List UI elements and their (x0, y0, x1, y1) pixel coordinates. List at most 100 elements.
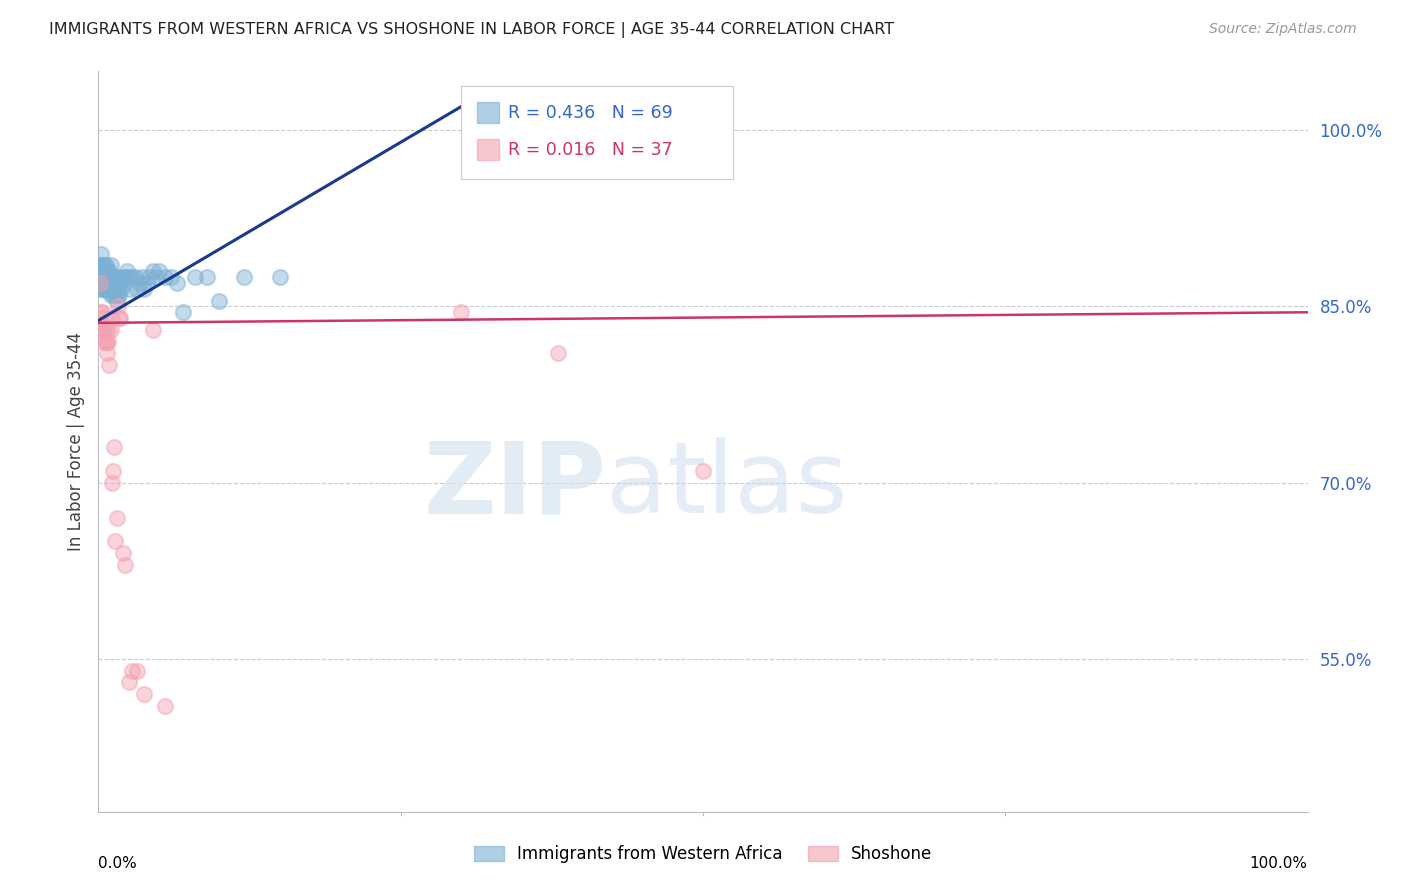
Point (107, 299, 129, 313)
Point (118, 282, 141, 296)
Point (112, 276, 135, 290)
Point (114, 558, 136, 572)
Point (108, 276, 131, 290)
Point (91, 282, 114, 296)
Text: R = 0.436   N = 69: R = 0.436 N = 69 (509, 103, 673, 122)
Point (135, 276, 157, 290)
Point (118, 270, 141, 285)
Point (94, 270, 117, 285)
Point (117, 264, 139, 278)
Point (269, 270, 291, 285)
Point (104, 270, 127, 285)
Point (134, 687, 156, 701)
Point (103, 441, 125, 455)
Point (96, 346, 118, 360)
Point (124, 270, 146, 285)
Point (90, 270, 112, 285)
Point (100, 282, 122, 296)
Point (105, 511, 128, 525)
Text: IMMIGRANTS FROM WESTERN AFRICA VS SHOSHONE IN LABOR FORCE | AGE 35-44 CORRELATIO: IMMIGRANTS FROM WESTERN AFRICA VS SHOSHO… (49, 22, 894, 38)
Point (97, 323, 120, 337)
Point (91, 270, 114, 285)
Point (111, 270, 134, 285)
FancyBboxPatch shape (477, 139, 499, 161)
Point (104, 534, 127, 549)
Text: atlas: atlas (606, 437, 848, 534)
Point (450, 305, 472, 319)
Text: R = 0.016   N = 37: R = 0.016 N = 37 (509, 141, 673, 159)
Point (145, 270, 167, 285)
Point (100, 270, 122, 285)
Point (91, 258, 114, 272)
Point (138, 270, 160, 285)
Point (89, 282, 111, 296)
Point (142, 323, 165, 337)
Point (100, 311, 122, 326)
Legend: Immigrants from Western Africa, Shoshone: Immigrants from Western Africa, Shoshone (467, 838, 939, 870)
Point (96, 276, 118, 290)
Point (101, 464, 124, 478)
Text: 0.0%: 0.0% (98, 856, 138, 871)
Point (91, 264, 114, 278)
Point (90, 246, 112, 260)
Point (148, 264, 170, 278)
Point (89, 276, 111, 290)
Point (121, 270, 143, 285)
Point (107, 287, 129, 301)
Point (91, 323, 114, 337)
FancyBboxPatch shape (461, 87, 734, 178)
Point (94, 334, 117, 349)
Point (94, 282, 117, 296)
Text: Source: ZipAtlas.com: Source: ZipAtlas.com (1209, 22, 1357, 37)
Point (195, 270, 218, 285)
Point (105, 293, 128, 308)
Point (91, 276, 114, 290)
Point (90, 276, 112, 290)
Point (96, 264, 118, 278)
Point (93, 282, 115, 296)
Point (103, 282, 125, 296)
Point (172, 305, 194, 319)
Point (91, 270, 114, 285)
Point (547, 346, 569, 360)
Point (103, 270, 125, 285)
Point (98, 282, 121, 296)
Point (91, 305, 114, 319)
Point (100, 287, 122, 301)
Point (232, 270, 254, 285)
Point (97, 282, 120, 296)
Point (166, 276, 188, 290)
Point (128, 276, 150, 290)
Point (101, 270, 124, 285)
Point (104, 287, 127, 301)
Point (89, 270, 111, 285)
Point (90, 258, 112, 272)
Point (153, 698, 176, 713)
Point (208, 293, 231, 308)
Point (118, 675, 141, 690)
Point (93, 334, 115, 349)
Point (107, 270, 129, 285)
Point (93, 323, 115, 337)
Y-axis label: In Labor Force | Age 35-44: In Labor Force | Age 35-44 (66, 332, 84, 551)
Point (131, 270, 153, 285)
Point (127, 282, 149, 296)
Point (160, 270, 183, 285)
Point (184, 270, 207, 285)
Point (108, 311, 131, 326)
Point (134, 282, 156, 296)
Point (114, 270, 136, 285)
Point (153, 270, 176, 285)
Point (100, 270, 122, 285)
Point (142, 264, 165, 278)
FancyBboxPatch shape (477, 103, 499, 123)
Point (96, 334, 118, 349)
Point (89, 258, 111, 272)
Point (105, 276, 128, 290)
Point (111, 546, 134, 560)
Point (100, 323, 122, 337)
Point (97, 334, 120, 349)
Point (98, 264, 121, 278)
Point (108, 287, 131, 301)
Point (100, 258, 122, 272)
